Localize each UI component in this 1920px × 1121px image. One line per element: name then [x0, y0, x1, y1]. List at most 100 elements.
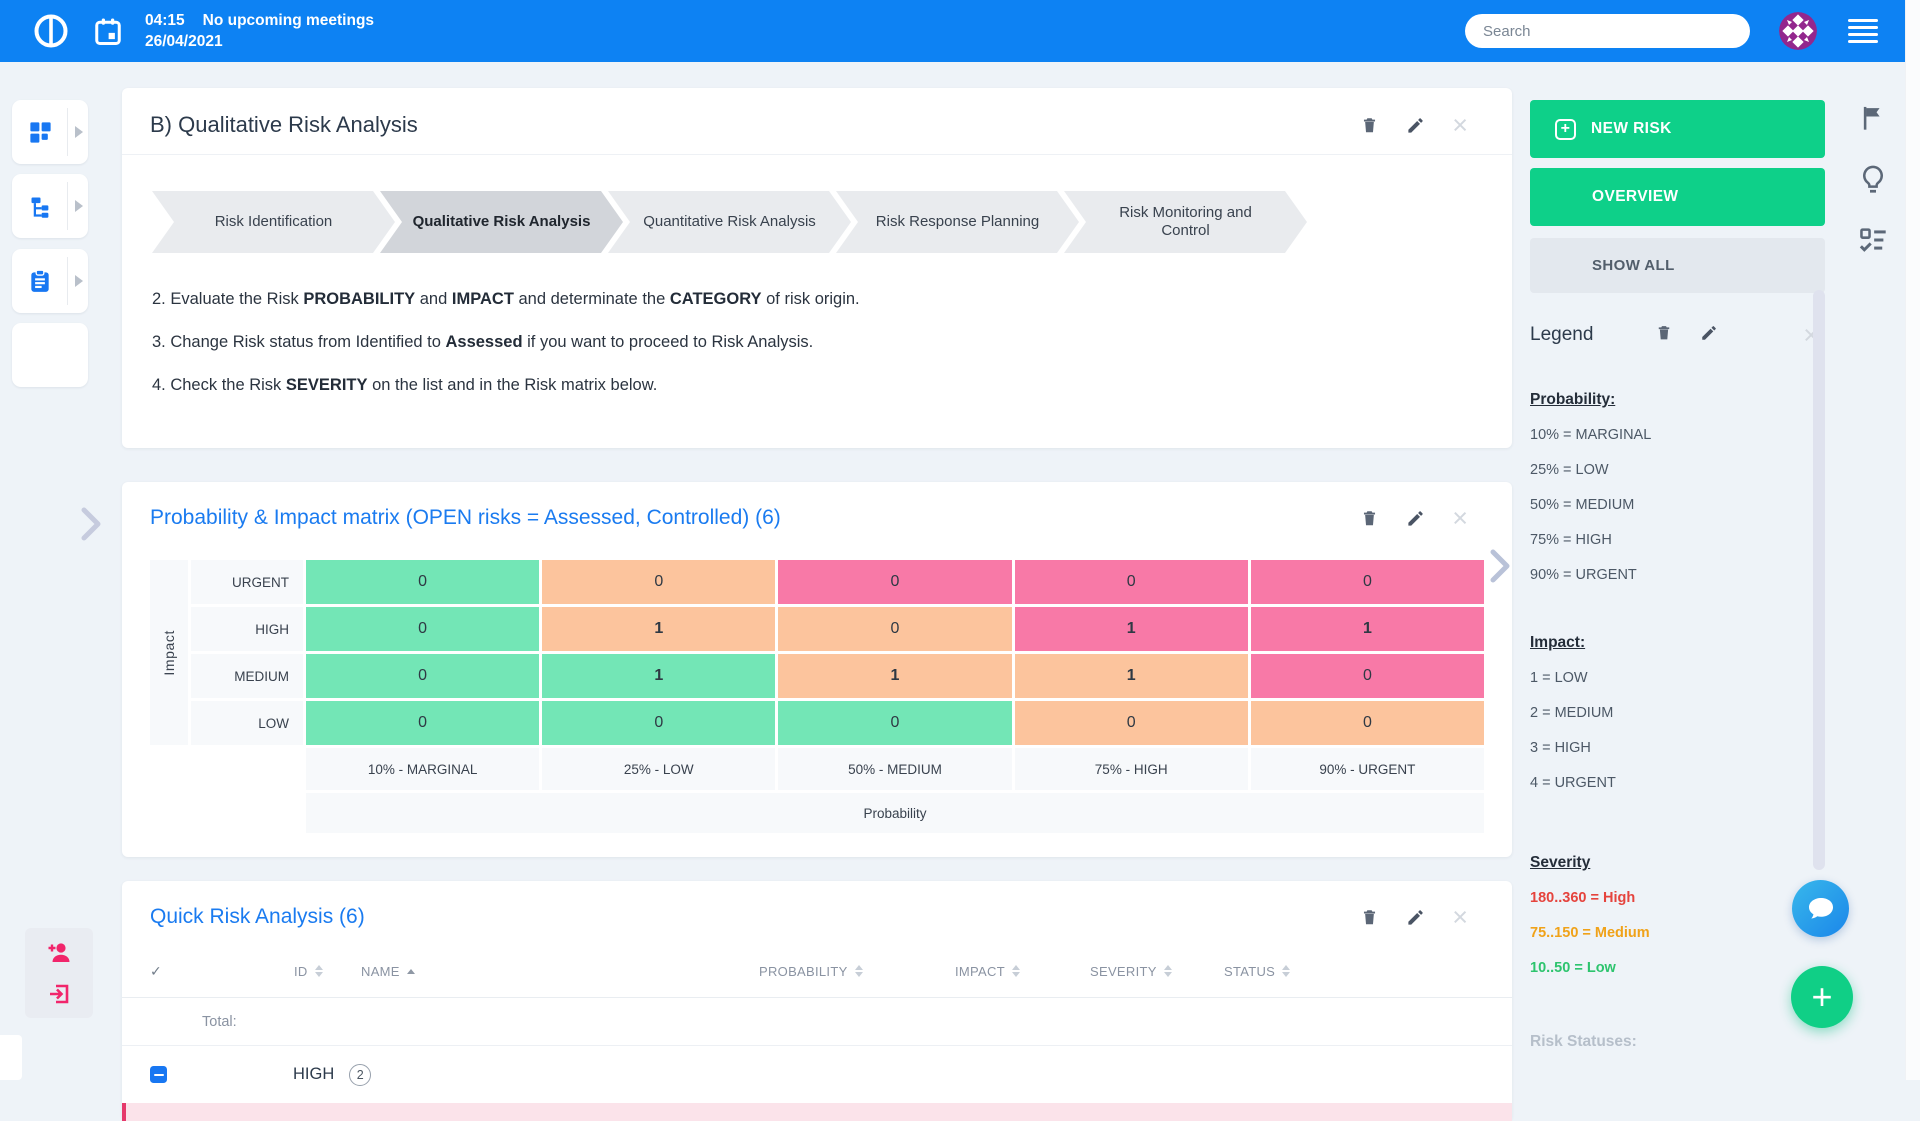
process-steps: Risk Identification Qualitative Risk Anal… [122, 155, 1512, 253]
legend-section: Risk Statuses: [1530, 1033, 1825, 1051]
column-header-impact[interactable]: IMPACT [955, 964, 1090, 979]
legend-section-heading: Impact: [1530, 634, 1586, 651]
process-step-wrap: Risk Monitoring and Control [1064, 191, 1307, 253]
close-icon[interactable]: × [1452, 902, 1468, 932]
group-checkbox[interactable] [150, 1066, 167, 1083]
chevron-right-icon[interactable] [75, 126, 83, 138]
dashboard-grid-icon [30, 121, 51, 143]
process-step-5[interactable]: Risk Monitoring and Control [1064, 191, 1307, 253]
legend-section: Probability: 10% = MARGINAL 25% = LOW 50% =… [1530, 391, 1825, 584]
app-logo-icon[interactable] [33, 13, 69, 49]
lightbulb-icon[interactable] [1858, 163, 1888, 197]
matrix-title: Probability & Impact matrix (OPEN risks … [150, 506, 781, 529]
process-step-label: Quantitative Risk Analysis [643, 213, 816, 230]
sort-desc-icon [1282, 972, 1291, 977]
sort-icon [854, 965, 863, 977]
edit-icon[interactable] [1406, 116, 1425, 135]
edit-icon[interactable] [1406, 509, 1425, 528]
bottom-left-tools [25, 928, 93, 1018]
delete-icon[interactable] [1360, 115, 1379, 135]
scrollbar-vertical-thumb[interactable] [1813, 290, 1825, 870]
sidebar-item-clipboard[interactable] [12, 249, 88, 313]
sort-icon [1282, 965, 1291, 977]
calendar-icon[interactable] [93, 16, 123, 46]
column-label: NAME [361, 963, 400, 979]
scrollbar-vertical-page[interactable] [1905, 0, 1920, 1080]
risk-row-partial[interactable] [122, 1103, 1512, 1121]
matrix-col-label: 25% - LOW [542, 748, 776, 790]
clipboard-icon [31, 269, 49, 292]
sidebar-item-dashboard[interactable] [12, 100, 88, 164]
legend-item: 4 = URGENT [1530, 775, 1616, 791]
column-label: IMPACT [955, 963, 1005, 979]
legend-section-heading: Risk Statuses: [1530, 1033, 1637, 1050]
legend-item: 10% = MARGINAL [1530, 427, 1652, 443]
chevron-right-icon[interactable] [75, 275, 83, 287]
legend-section: Impact: 1 = LOW 2 = MEDIUM 3 = HIGH 4 = URGE… [1530, 634, 1825, 792]
process-step-4[interactable]: Risk Response Planning [836, 191, 1079, 253]
instruction-line: 2. Evaluate the Risk PROBABILITY and IMP… [152, 290, 860, 308]
column-header-id[interactable]: ID [294, 964, 361, 979]
process-step-label: Risk Response Planning [875, 213, 1040, 230]
legend-item: 75..150 = Medium [1530, 925, 1650, 941]
matrix-row-label: HIGH [191, 607, 303, 651]
sort-asc-icon [1282, 965, 1291, 970]
legend-item: 10..50 = Low [1530, 960, 1616, 976]
avatar[interactable] [1779, 12, 1817, 50]
quick-risk-title: Quick Risk Analysis (6) [150, 905, 365, 928]
collapse-left-handle[interactable] [76, 505, 104, 543]
column-header-name[interactable]: NAME [361, 964, 759, 979]
chevron-right-icon[interactable] [75, 200, 83, 212]
chat-fab[interactable] [1792, 880, 1849, 937]
exit-icon[interactable] [47, 982, 71, 1006]
right-sidebar: + NEW RISK OVERVIEW SHOW ALL Legend × Pr… [1530, 100, 1825, 1051]
add-user-icon[interactable] [46, 941, 72, 965]
scrollbar-horizontal[interactable] [0, 1035, 22, 1080]
impact-label: Impact [161, 629, 177, 676]
process-step-2[interactable]: Qualitative Risk Analysis [380, 191, 623, 253]
close-icon[interactable]: × [1452, 110, 1468, 140]
matrix-cell: 0 [306, 607, 540, 651]
group-count-badge: 2 [349, 1063, 372, 1086]
sidebar-item-empty[interactable] [12, 323, 88, 387]
select-all-check[interactable]: ✓ [150, 963, 294, 980]
delete-icon[interactable] [1360, 907, 1379, 927]
process-step-1[interactable]: Risk Identification [152, 191, 395, 253]
column-header-severity[interactable]: SEVERITY [1090, 964, 1224, 979]
group-row-high[interactable]: HIGH 2 [122, 1046, 1512, 1103]
sort-asc-icon [1011, 965, 1020, 970]
menu-icon[interactable] [1848, 15, 1878, 47]
divider [67, 108, 68, 156]
search-input[interactable] [1465, 14, 1750, 48]
matrix-row-label: MEDIUM [191, 654, 303, 698]
new-risk-button[interactable]: + NEW RISK [1530, 100, 1825, 158]
process-step-3[interactable]: Quantitative Risk Analysis [608, 191, 851, 253]
add-fab[interactable]: + [1791, 966, 1853, 1028]
close-icon[interactable]: × [1452, 503, 1468, 533]
legend-section-heading: Probability: [1530, 391, 1616, 408]
flag-icon[interactable] [1858, 103, 1886, 133]
column-label: ID [294, 963, 308, 979]
column-header-probability[interactable]: PROBABILITY [759, 964, 955, 979]
collapse-right-handle[interactable] [1484, 546, 1514, 586]
edit-icon[interactable] [1406, 908, 1425, 927]
delete-icon[interactable] [1360, 508, 1379, 528]
sort-desc-icon [1163, 972, 1172, 977]
delete-icon[interactable] [1655, 323, 1673, 347]
tree-icon [31, 197, 49, 218]
sort-desc-icon [314, 972, 323, 977]
checklist-icon[interactable] [1858, 226, 1888, 254]
legend-item: 1 = LOW [1530, 670, 1588, 686]
sort-icon [1163, 965, 1172, 977]
legend-item: 3 = HIGH [1530, 740, 1591, 756]
edit-icon[interactable] [1700, 324, 1718, 347]
matrix-cell: 1 [778, 654, 1012, 698]
total-row: Total: [122, 998, 1512, 1046]
column-header-status[interactable]: STATUS [1224, 964, 1484, 979]
sidebar-item-hierarchy[interactable] [12, 174, 88, 238]
matrix-cell: 0 [778, 701, 1012, 745]
matrix-cell: 1 [542, 607, 776, 651]
show-all-button[interactable]: SHOW ALL [1530, 238, 1825, 293]
overview-button[interactable]: OVERVIEW [1530, 168, 1825, 226]
meeting-info: 04:15 No upcoming meetings 26/04/2021 [145, 10, 374, 52]
